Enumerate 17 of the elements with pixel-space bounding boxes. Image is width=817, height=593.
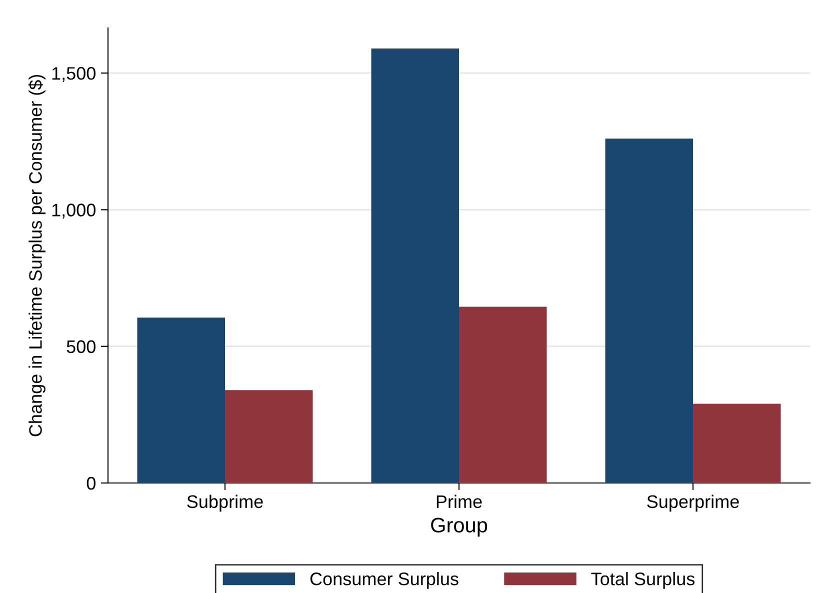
y-tick-label: 0 (86, 476, 96, 490)
y-tick-label: 1,000 (52, 204, 96, 219)
bar (137, 318, 225, 483)
bar (371, 48, 459, 483)
bar (693, 404, 781, 483)
bar (459, 306, 547, 483)
y-tick-label: 500 (66, 340, 96, 354)
x-axis-title: Group (431, 518, 488, 537)
y-axis-title: Change in Lifetime Surplus per Consumer ($) (28, 74, 46, 436)
bar (225, 390, 313, 483)
y-tick-label: 1,500 (52, 67, 96, 82)
x-tick-label: Subprime (187, 494, 263, 512)
x-tick-label: Prime (436, 494, 482, 508)
legend-label: Consumer Surplus (310, 572, 458, 589)
legend-label: Total Surplus (591, 572, 695, 589)
x-tick-label: Superprime (647, 494, 739, 512)
bar (605, 138, 693, 483)
